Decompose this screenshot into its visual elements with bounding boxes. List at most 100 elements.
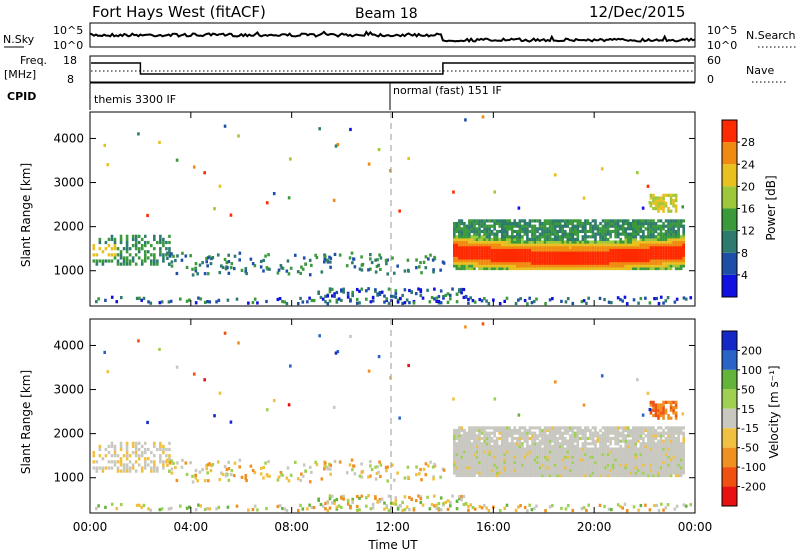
power-cell — [576, 243, 580, 247]
power-cell — [510, 245, 514, 249]
velocity-cell — [533, 444, 537, 449]
velocity-cell — [531, 426, 534, 430]
velocity-cell — [657, 450, 660, 454]
power-cell — [478, 251, 481, 255]
velocity-cell — [571, 473, 575, 478]
power-cell — [533, 261, 537, 265]
velocity-cell — [247, 508, 250, 512]
velocity-cell — [323, 464, 327, 468]
power-cell — [531, 256, 534, 260]
velocity-cell — [621, 426, 625, 430]
power-cell — [226, 266, 229, 270]
power-cell — [568, 251, 572, 255]
velocity-cell — [574, 426, 577, 430]
power-cell — [624, 253, 628, 257]
power-cell — [576, 229, 580, 234]
power-cell — [149, 243, 153, 248]
velocity-cell — [346, 502, 350, 506]
power-cell — [561, 240, 564, 244]
velocity-cell — [465, 463, 469, 467]
power-cell — [664, 266, 668, 271]
power-cell — [644, 227, 648, 231]
power-cell — [652, 258, 655, 263]
power-cell — [128, 253, 132, 257]
velocity-cell — [579, 431, 582, 435]
velocity-cell — [606, 444, 610, 449]
power-cell — [607, 300, 611, 304]
velocity-cell — [159, 457, 162, 461]
velocity-cell — [119, 457, 123, 461]
power-cell — [654, 204, 658, 208]
velocity-cell — [98, 466, 102, 470]
power-cell — [375, 264, 379, 269]
velocity-cell — [334, 351, 338, 355]
power-cell — [286, 259, 290, 263]
power-cell — [574, 258, 577, 263]
velocity-cell — [599, 452, 602, 456]
power-cell — [624, 237, 628, 242]
velocity-cell — [455, 463, 459, 467]
velocity-cell — [442, 468, 446, 472]
power-cell — [516, 232, 519, 236]
power-cell — [498, 251, 501, 255]
velocity-cell — [551, 465, 554, 470]
power-cell — [516, 229, 519, 234]
power-cell — [657, 201, 660, 205]
velocity-cell — [475, 465, 479, 470]
velocity-cell — [637, 468, 640, 472]
velocity-cell — [611, 450, 615, 454]
power-cell — [453, 237, 456, 242]
velocity-cell — [536, 465, 539, 470]
power-cell — [386, 258, 389, 262]
freq-tick-top: 18 — [63, 54, 77, 67]
velocity-cell — [674, 439, 678, 443]
velocity-cell — [621, 473, 625, 478]
power-cell — [412, 301, 416, 305]
power-cell — [317, 291, 320, 296]
power-cell — [399, 296, 402, 301]
velocity-cell — [385, 469, 388, 473]
power-cell — [672, 258, 675, 263]
velocity-cell — [624, 436, 628, 441]
power-cell — [521, 237, 524, 242]
power-colorbar-tick-label: 20 — [741, 180, 755, 193]
velocity-cell — [230, 469, 234, 473]
power-cell — [541, 261, 544, 265]
power-cell — [647, 221, 650, 226]
power-cell — [682, 232, 685, 236]
power-cell — [455, 227, 459, 231]
power-cell — [626, 253, 630, 257]
velocity-cell — [556, 460, 559, 464]
velocity-cell — [561, 473, 564, 478]
power-cell — [110, 295, 114, 299]
power-cell — [546, 245, 549, 249]
power-cell — [561, 232, 564, 236]
velocity-cell — [251, 468, 255, 473]
velocity-cell — [664, 468, 668, 472]
power-cell — [480, 221, 484, 226]
power-cell — [632, 298, 636, 302]
power-cell — [551, 219, 554, 223]
power-cell — [535, 297, 538, 301]
power-cell — [168, 254, 172, 258]
power-cell — [116, 259, 120, 263]
velocity-cell — [464, 325, 467, 329]
velocity-cell — [566, 442, 570, 446]
power-cell — [619, 256, 622, 260]
velocity-cell — [533, 436, 537, 441]
velocity-cell — [478, 458, 481, 462]
power-cell — [654, 229, 658, 234]
power-cell — [589, 245, 592, 249]
power-cell — [503, 232, 507, 236]
velocity-cell — [488, 439, 491, 443]
power-cell — [538, 256, 542, 260]
power-cell — [609, 224, 612, 228]
velocity-cell — [510, 460, 514, 464]
power-cell — [371, 295, 375, 300]
power-cell — [536, 264, 539, 268]
velocity-cell — [667, 460, 670, 464]
velocity-cell — [352, 464, 356, 468]
velocity-cell — [626, 434, 630, 438]
velocity-cell — [424, 462, 428, 466]
velocity-cell — [523, 460, 527, 464]
